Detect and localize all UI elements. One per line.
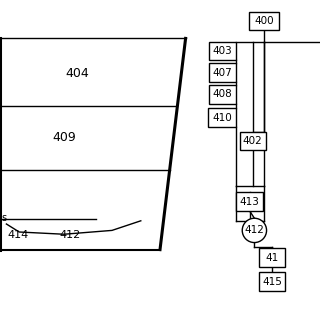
Bar — [240, 132, 266, 150]
Text: 407: 407 — [212, 68, 232, 78]
Bar — [249, 12, 279, 30]
Bar — [209, 42, 236, 60]
Text: 413: 413 — [240, 196, 260, 207]
Text: 404: 404 — [65, 67, 89, 80]
Circle shape — [242, 218, 267, 243]
Text: 415: 415 — [262, 276, 282, 287]
Text: 408: 408 — [212, 89, 232, 100]
Bar — [259, 248, 285, 267]
Text: 412: 412 — [60, 230, 81, 240]
Text: 410: 410 — [212, 113, 232, 123]
Text: 400: 400 — [254, 16, 274, 26]
Bar — [236, 192, 263, 211]
Bar — [209, 63, 236, 82]
Text: 414: 414 — [7, 230, 28, 240]
Text: 412: 412 — [244, 225, 264, 236]
Text: s: s — [2, 212, 7, 223]
Bar — [209, 108, 236, 127]
Bar — [209, 85, 236, 104]
Text: 41: 41 — [265, 252, 279, 263]
Text: 403: 403 — [212, 46, 232, 56]
Bar — [259, 272, 285, 291]
Text: 402: 402 — [243, 136, 263, 146]
Text: 409: 409 — [52, 131, 76, 144]
